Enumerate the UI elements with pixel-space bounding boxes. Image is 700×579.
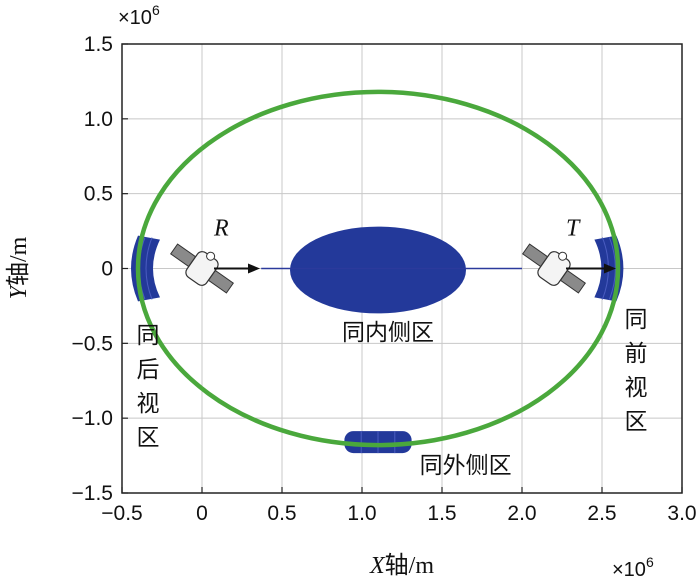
y-tick-label: −0.5 <box>72 332 113 355</box>
region-label-inner: 同内侧区 <box>342 320 434 346</box>
x-tick-label: 0.5 <box>267 502 296 525</box>
region-arc-stripe <box>145 237 153 300</box>
spacecraft-icon <box>522 243 586 294</box>
x-tick-label: 2.5 <box>587 502 616 525</box>
y-tick-label: −1.5 <box>72 482 113 505</box>
spacecraft-label: R <box>213 216 229 242</box>
region-label-vertical-char: 同 <box>137 323 160 349</box>
y-tick-label: 0 <box>101 258 113 281</box>
spacecraft-layer <box>170 243 616 294</box>
velocity-arrowhead <box>604 263 616 274</box>
region-inner <box>290 226 466 314</box>
region-label-vertical-char: 区 <box>137 425 160 451</box>
velocity-arrowhead <box>248 263 260 274</box>
x-tick-label: 3.0 <box>667 502 696 525</box>
x-tick-label: 1.0 <box>347 502 376 525</box>
region-label-vertical-char: 视 <box>137 391 160 417</box>
spacecraft-icon <box>170 243 234 294</box>
spacecraft-label: T <box>566 216 581 242</box>
y-tick-label: 1.0 <box>84 108 113 131</box>
region-label-vertical-char: 区 <box>625 409 648 435</box>
x-tick-label: 1.5 <box>427 502 456 525</box>
y-axis-label: Y轴/m <box>5 236 32 299</box>
x-axis-label: X轴/m <box>369 552 434 579</box>
x-tick-label: 0 <box>196 502 208 525</box>
y-tick-label: 1.5 <box>84 33 113 56</box>
region-label-vertical-char: 同 <box>625 307 648 333</box>
tick-labels: −0.5 0 0.5 1.0 1.5 2.0 2.5 3.0 −1.5 −1.0 −0.5 0 0.5 1… <box>72 33 697 525</box>
region-label-vertical-char: 视 <box>625 375 648 401</box>
region-label-outer: 同外侧区 <box>420 453 512 479</box>
region-label-vertical-char: 后 <box>137 357 160 383</box>
spacecraft-antenna <box>206 251 216 261</box>
region-label-vertical-char: 前 <box>625 341 648 367</box>
x-tick-label: −0.5 <box>101 502 142 525</box>
orbit-ellipse <box>135 89 621 448</box>
plot-frame <box>121 43 683 494</box>
y-axis-multiplier: ×106 <box>118 2 160 29</box>
y-tick-label: −1.0 <box>72 407 113 430</box>
x-tick-label: 2.0 <box>507 502 536 525</box>
spacecraft-antenna <box>558 251 568 261</box>
orbit-layer <box>135 89 621 448</box>
y-tick-label: 0.5 <box>84 183 113 206</box>
x-axis-multiplier: ×106 <box>612 554 654 579</box>
